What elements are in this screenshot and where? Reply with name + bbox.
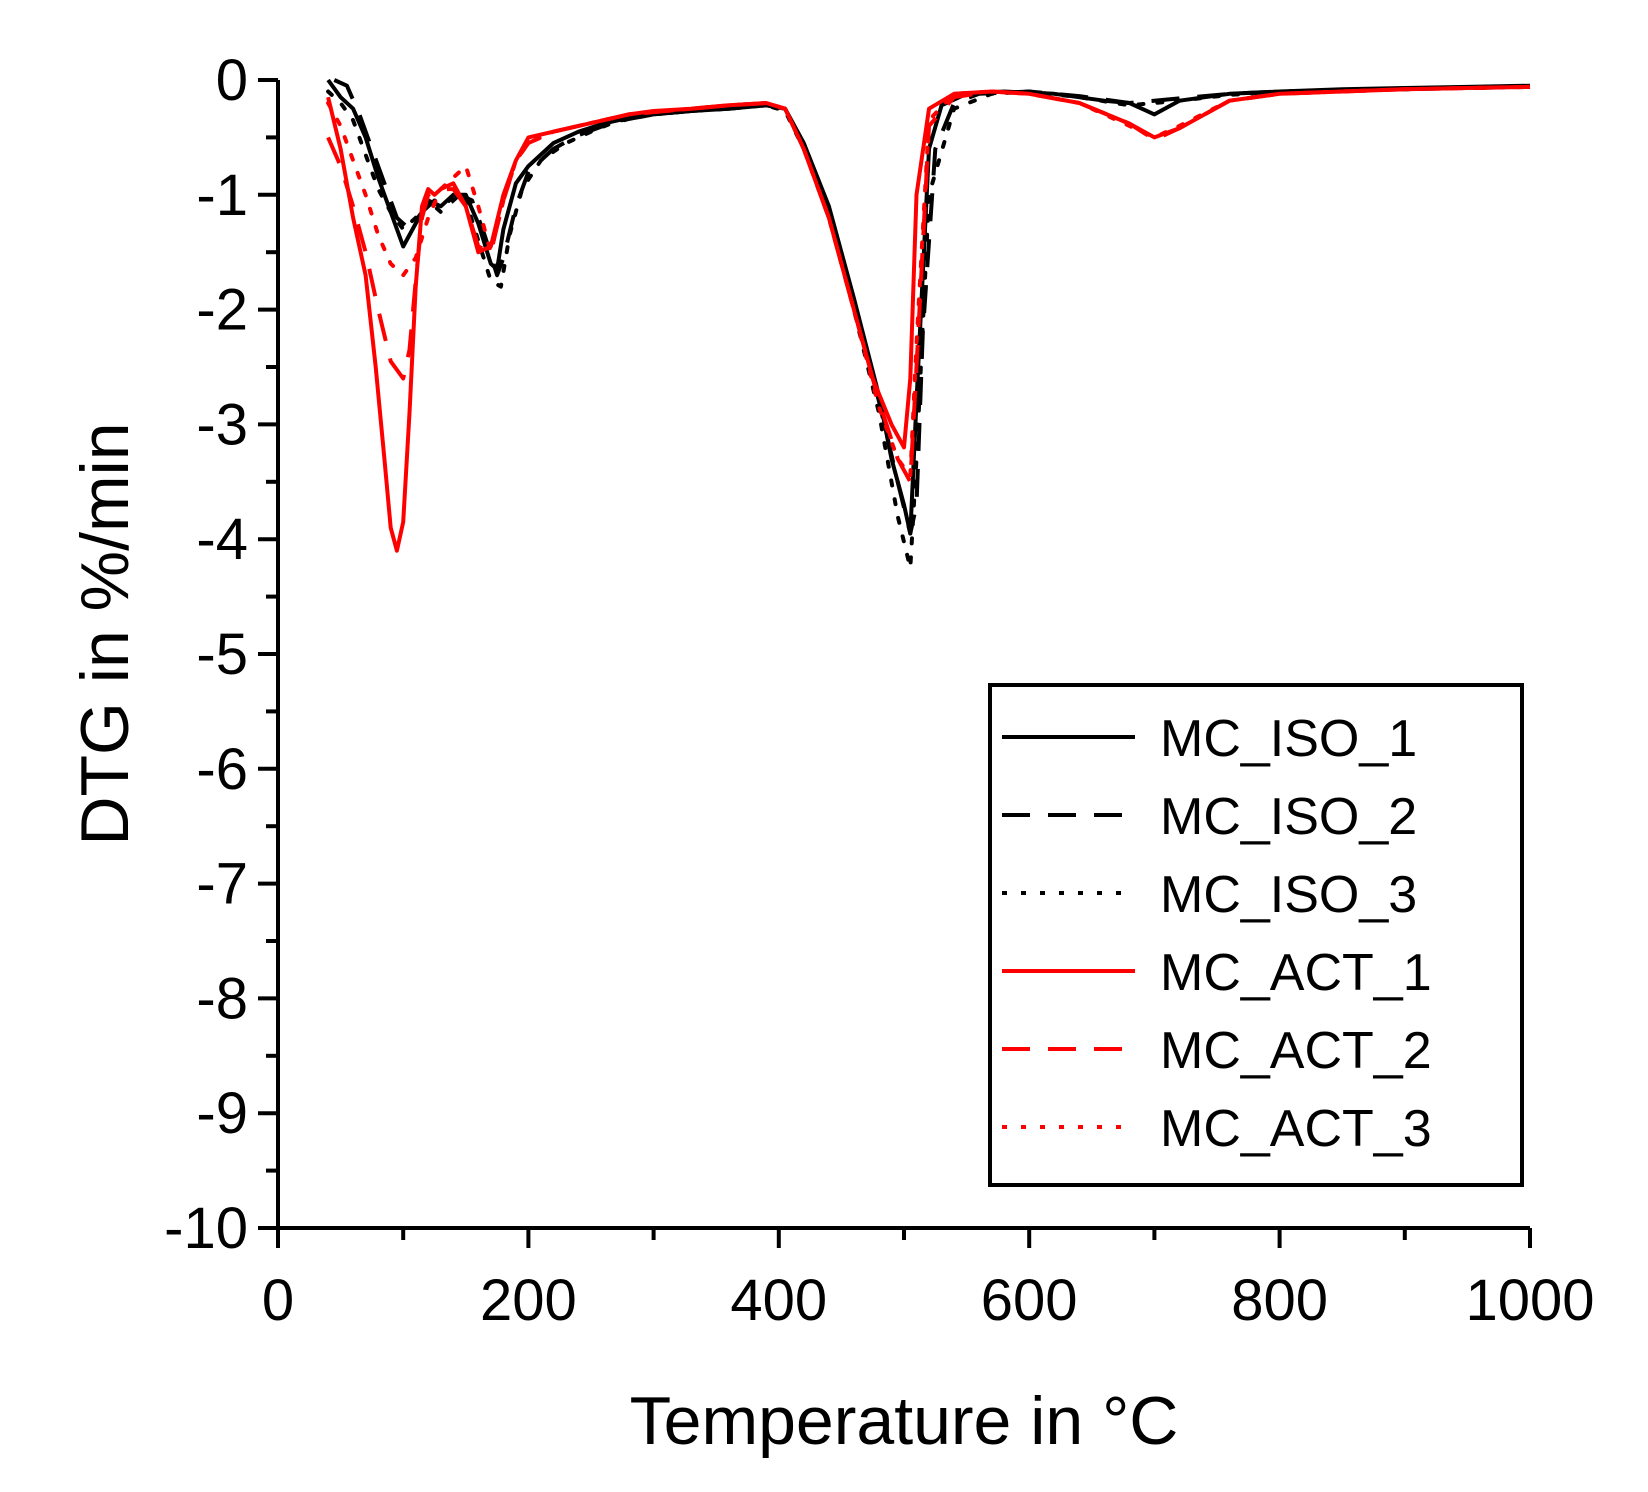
y-tick-label: -1 [196,163,248,228]
x-tick-label: 1000 [1465,1268,1594,1333]
y-tick-label: -8 [196,966,248,1031]
legend-box [988,683,1524,1187]
legend-label: MC_ACT_2 [1160,1022,1432,1080]
series-line-mc-act-2 [326,84,1531,484]
y-tick-label: -3 [196,392,248,457]
x-tick-label: 0 [262,1268,294,1333]
legend: MC_ISO_1 MC_ISO_2 MC_ISO_3 MC_ACT_1 MC_ACT_2… [988,683,1524,1187]
series-lines [326,78,1532,570]
y-axis-title: DTG in %/min [67,422,143,845]
y-tick-label: -9 [196,1081,248,1146]
y-tick-label: 0 [216,48,248,113]
series-line-mc-iso-3 [326,84,1532,570]
y-tick-label: -6 [196,737,248,802]
tick-labels: 0 200 400 600 800 1000 0 -1 -2 -3 -4 -5 -6 -7 -8 -9 -10 [164,48,1594,1333]
tick-marks [258,78,1532,1248]
y-tick-label: -4 [196,507,248,572]
y-tick-label: -5 [196,622,248,687]
legend-label: MC_ISO_1 [1160,710,1417,768]
legend-label: MC_ISO_3 [1160,866,1417,924]
legend-label: MC_ACT_3 [1160,1100,1432,1158]
legend-label: MC_ISO_2 [1160,788,1417,846]
legend-label: MC_ACT_1 [1160,944,1432,1002]
x-tick-label: 800 [1231,1268,1328,1333]
y-tick-label: -10 [164,1196,248,1261]
x-axis-title: Temperature in °C [630,1383,1179,1459]
series-line-mc-iso-2 [333,78,1531,536]
x-tick-label: 600 [981,1268,1078,1333]
y-tick-label: -7 [196,852,248,917]
y-tick-label: -2 [196,278,248,343]
x-tick-label: 400 [730,1268,827,1333]
x-tick-label: 200 [480,1268,577,1333]
